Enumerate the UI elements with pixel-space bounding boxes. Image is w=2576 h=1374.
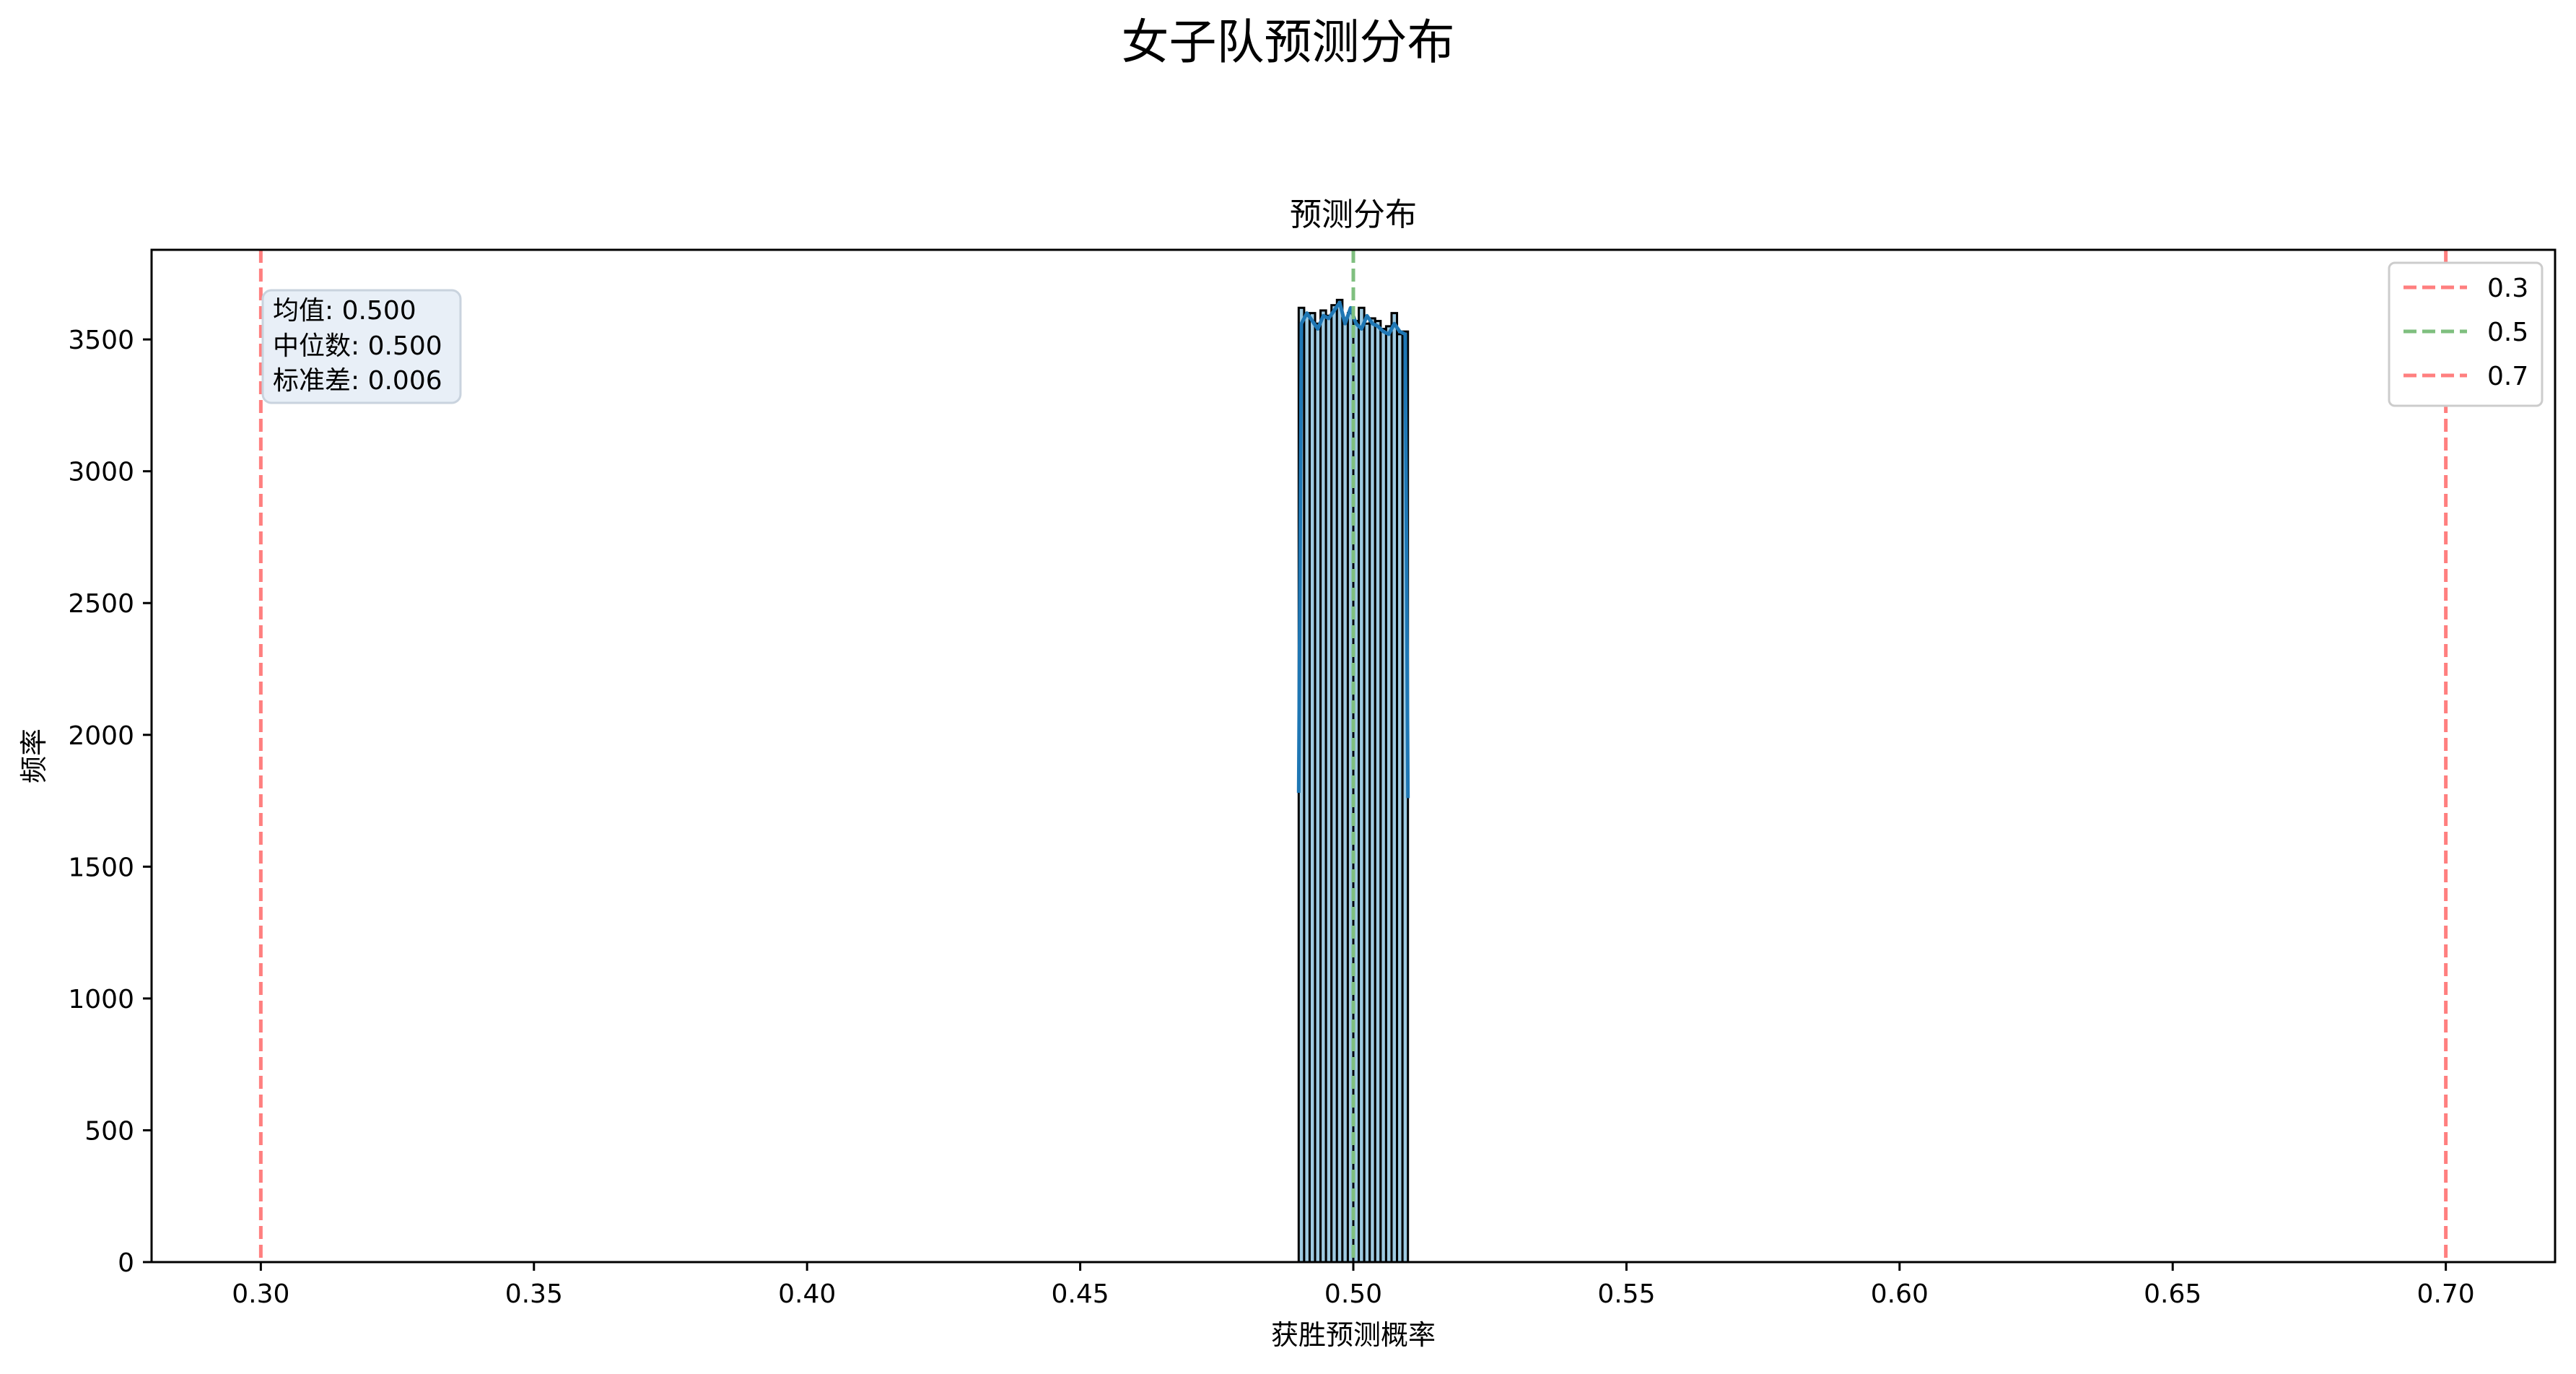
axes-title: 预测分布 <box>1290 196 1417 233</box>
y-tick-label: 3000 <box>68 458 134 487</box>
y-tick-label: 0 <box>118 1248 134 1278</box>
stats-std: 标准差: 0.006 <box>273 366 442 396</box>
y-axis-label: 频率 <box>18 729 50 783</box>
stats-median: 中位数: 0.500 <box>273 331 442 361</box>
x-tick-label: 0.30 <box>232 1279 289 1309</box>
y-tick-label: 1000 <box>68 985 134 1014</box>
x-tick-label: 0.50 <box>1324 1279 1382 1309</box>
x-tick-label: 0.45 <box>1052 1279 1109 1309</box>
stats-box-background <box>261 289 462 404</box>
legend-frame <box>2388 261 2544 407</box>
y-tick-label: 3500 <box>68 326 134 355</box>
legend-label: 0.5 <box>2487 318 2528 347</box>
figure-title: 女子队预测分布 <box>1121 14 1455 70</box>
y-tick-label: 2000 <box>68 721 134 751</box>
y-tick-label: 500 <box>84 1116 134 1146</box>
x-tick-label: 0.35 <box>505 1279 563 1309</box>
legend-label: 0.7 <box>2487 362 2528 391</box>
legend: 0.3 0.5 0.7 <box>2388 261 2544 407</box>
x-tick-label: 0.40 <box>778 1279 836 1309</box>
x-tick-label: 0.55 <box>1597 1279 1655 1309</box>
y-axis-ticks: 0 500 1000 1500 2000 2500 3000 3500 <box>68 326 152 1278</box>
stats-box: 均值: 0.500 中位数: 0.500 标准差: 0.006 <box>261 289 462 404</box>
y-tick-label: 1500 <box>68 853 134 882</box>
x-tick-label: 0.65 <box>2144 1279 2201 1309</box>
x-tick-label: 0.60 <box>1871 1279 1929 1309</box>
x-tick-label: 0.70 <box>2417 1279 2475 1309</box>
x-axis-label: 获胜预测概率 <box>1271 1319 1436 1351</box>
legend-label: 0.3 <box>2487 274 2528 303</box>
x-axis-ticks: 0.30 0.35 0.40 0.45 0.50 0.55 0.60 0.65 0.70 <box>232 1262 2475 1309</box>
stats-mean: 均值: 0.500 <box>273 296 416 326</box>
y-tick-label: 2500 <box>68 589 134 619</box>
